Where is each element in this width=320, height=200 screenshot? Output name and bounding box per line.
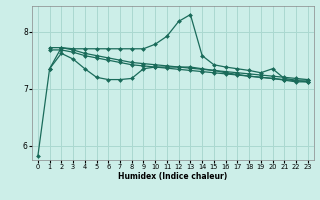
X-axis label: Humidex (Indice chaleur): Humidex (Indice chaleur)	[118, 172, 228, 181]
